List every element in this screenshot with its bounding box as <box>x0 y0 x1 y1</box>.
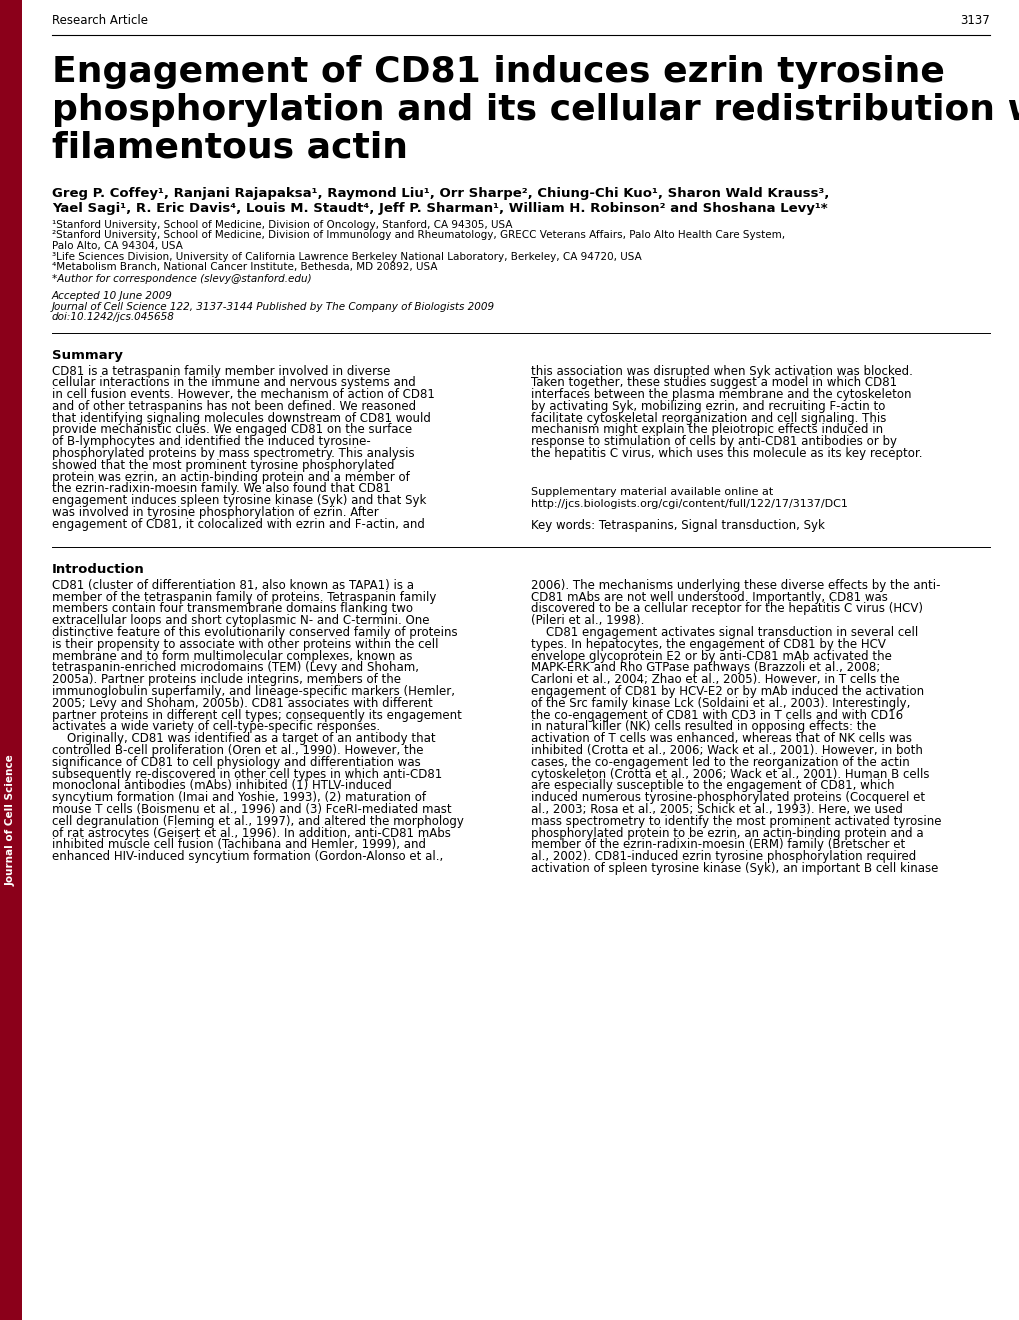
Text: enhanced HIV-induced syncytium formation (Gordon-Alonso et al.,: enhanced HIV-induced syncytium formation… <box>52 850 443 863</box>
Text: activation of T cells was enhanced, whereas that of NK cells was: activation of T cells was enhanced, wher… <box>531 733 911 746</box>
Text: distinctive feature of this evolutionarily conserved family of proteins: distinctive feature of this evolutionari… <box>52 626 458 639</box>
Text: Originally, CD81 was identified as a target of an antibody that: Originally, CD81 was identified as a tar… <box>52 733 435 746</box>
Text: Carloni et al., 2004; Zhao et al., 2005). However, in T cells the: Carloni et al., 2004; Zhao et al., 2005)… <box>531 673 899 686</box>
Text: significance of CD81 to cell physiology and differentiation was: significance of CD81 to cell physiology … <box>52 756 421 768</box>
Text: controlled B-cell proliferation (Oren et al., 1990). However, the: controlled B-cell proliferation (Oren et… <box>52 744 423 758</box>
Text: Journal of Cell Science 122, 3137-3144 Published by The Company of Biologists 20: Journal of Cell Science 122, 3137-3144 P… <box>52 301 494 312</box>
Text: the ezrin-radixin-moesin family. We also found that CD81: the ezrin-radixin-moesin family. We also… <box>52 483 390 495</box>
Text: membrane and to form multimolecular complexes, known as: membrane and to form multimolecular comp… <box>52 649 412 663</box>
Text: phosphorylated protein to be ezrin, an actin-binding protein and a: phosphorylated protein to be ezrin, an a… <box>531 826 923 840</box>
Text: tetraspanin-enriched microdomains (TEM) (Levy and Shoham,: tetraspanin-enriched microdomains (TEM) … <box>52 661 419 675</box>
Text: 2005; Levy and Shoham, 2005b). CD81 associates with different: 2005; Levy and Shoham, 2005b). CD81 asso… <box>52 697 432 710</box>
Text: Accepted 10 June 2009: Accepted 10 June 2009 <box>52 290 172 301</box>
Text: mechanism might explain the pleiotropic effects induced in: mechanism might explain the pleiotropic … <box>531 424 882 437</box>
Text: of the Src family kinase Lck (Soldaini et al., 2003). Interestingly,: of the Src family kinase Lck (Soldaini e… <box>531 697 910 710</box>
Text: Taken together, these studies suggest a model in which CD81: Taken together, these studies suggest a … <box>531 376 897 389</box>
Bar <box>0 0 22 1320</box>
Text: CD81 mAbs are not well understood. Importantly, CD81 was: CD81 mAbs are not well understood. Impor… <box>531 590 887 603</box>
Text: subsequently re-discovered in other cell types in which anti-CD81: subsequently re-discovered in other cell… <box>52 768 442 780</box>
Text: this association was disrupted when Syk activation was blocked.: this association was disrupted when Syk … <box>531 364 912 378</box>
Text: phosphorylation and its cellular redistribution with: phosphorylation and its cellular redistr… <box>52 92 1019 127</box>
Text: CD81 (cluster of differentiation 81, also known as TAPA1) is a: CD81 (cluster of differentiation 81, als… <box>52 579 414 591</box>
Text: activation of spleen tyrosine kinase (Syk), an important B cell kinase: activation of spleen tyrosine kinase (Sy… <box>531 862 937 875</box>
Text: provide mechanistic clues. We engaged CD81 on the surface: provide mechanistic clues. We engaged CD… <box>52 424 412 437</box>
Text: Yael Sagi¹, R. Eric Davis⁴, Louis M. Staudt⁴, Jeff P. Sharman¹, William H. Robin: Yael Sagi¹, R. Eric Davis⁴, Louis M. Sta… <box>52 202 826 215</box>
Text: was involved in tyrosine phosphorylation of ezrin. After: was involved in tyrosine phosphorylation… <box>52 506 378 519</box>
Text: Engagement of CD81 induces ezrin tyrosine: Engagement of CD81 induces ezrin tyrosin… <box>52 55 944 88</box>
Text: 2006). The mechanisms underlying these diverse effects by the anti-: 2006). The mechanisms underlying these d… <box>531 579 940 591</box>
Text: mouse T cells (Boismenu et al., 1996) and (3) FceRI-mediated mast: mouse T cells (Boismenu et al., 1996) an… <box>52 803 451 816</box>
Text: MAPK-ERK and Rho GTPase pathways (Brazzoli et al., 2008;: MAPK-ERK and Rho GTPase pathways (Brazzo… <box>531 661 879 675</box>
Text: inhibited muscle cell fusion (Tachibana and Hemler, 1999), and: inhibited muscle cell fusion (Tachibana … <box>52 838 426 851</box>
Text: types. In hepatocytes, the engagement of CD81 by the HCV: types. In hepatocytes, the engagement of… <box>531 638 886 651</box>
Text: CD81 engagement activates signal transduction in several cell: CD81 engagement activates signal transdu… <box>531 626 917 639</box>
Text: partner proteins in different cell types; consequently its engagement: partner proteins in different cell types… <box>52 709 462 722</box>
Text: that identifying signaling molecules downstream of CD81 would: that identifying signaling molecules dow… <box>52 412 430 425</box>
Text: showed that the most prominent tyrosine phosphorylated: showed that the most prominent tyrosine … <box>52 459 394 471</box>
Text: induced numerous tyrosine-phosphorylated proteins (Cocquerel et: induced numerous tyrosine-phosphorylated… <box>531 791 924 804</box>
Text: discovered to be a cellular receptor for the hepatitis C virus (HCV): discovered to be a cellular receptor for… <box>531 602 922 615</box>
Text: extracellular loops and short cytoplasmic N- and C-termini. One: extracellular loops and short cytoplasmi… <box>52 614 429 627</box>
Text: doi:10.1242/jcs.045658: doi:10.1242/jcs.045658 <box>52 312 174 322</box>
Text: of B-lymphocytes and identified the induced tyrosine-: of B-lymphocytes and identified the indu… <box>52 436 370 449</box>
Text: syncytium formation (Imai and Yoshie, 1993), (2) maturation of: syncytium formation (Imai and Yoshie, 19… <box>52 791 426 804</box>
Text: of rat astrocytes (Geisert et al., 1996). In addition, anti-CD81 mAbs: of rat astrocytes (Geisert et al., 1996)… <box>52 826 450 840</box>
Text: Research Article: Research Article <box>52 15 148 26</box>
Text: member of the tetraspanin family of proteins. Tetraspanin family: member of the tetraspanin family of prot… <box>52 590 436 603</box>
Text: Supplementary material available online at: Supplementary material available online … <box>531 487 772 496</box>
Text: cell degranulation (Fleming et al., 1997), and altered the morphology: cell degranulation (Fleming et al., 1997… <box>52 814 464 828</box>
Text: and of other tetraspanins has not been defined. We reasoned: and of other tetraspanins has not been d… <box>52 400 416 413</box>
Text: ¹Stanford University, School of Medicine, Division of Oncology, Stanford, CA 943: ¹Stanford University, School of Medicine… <box>52 220 512 230</box>
Text: engagement of CD81, it colocalized with ezrin and F-actin, and: engagement of CD81, it colocalized with … <box>52 517 425 531</box>
Text: (Pileri et al., 1998).: (Pileri et al., 1998). <box>531 614 644 627</box>
Text: protein was ezrin, an actin-binding protein and a member of: protein was ezrin, an actin-binding prot… <box>52 471 410 483</box>
Text: envelope glycoprotein E2 or by anti-CD81 mAb activated the: envelope glycoprotein E2 or by anti-CD81… <box>531 649 891 663</box>
Text: inhibited (Crotta et al., 2006; Wack et al., 2001). However, in both: inhibited (Crotta et al., 2006; Wack et … <box>531 744 922 758</box>
Text: monoclonal antibodies (mAbs) inhibited (1) HTLV-induced: monoclonal antibodies (mAbs) inhibited (… <box>52 780 391 792</box>
Text: engagement of CD81 by HCV-E2 or by mAb induced the activation: engagement of CD81 by HCV-E2 or by mAb i… <box>531 685 923 698</box>
Text: member of the ezrin-radixin-moesin (ERM) family (Bretscher et: member of the ezrin-radixin-moesin (ERM)… <box>531 838 905 851</box>
Text: engagement induces spleen tyrosine kinase (Syk) and that Syk: engagement induces spleen tyrosine kinas… <box>52 494 426 507</box>
Text: ²Stanford University, School of Medicine, Division of Immunology and Rheumatolog: ²Stanford University, School of Medicine… <box>52 231 785 240</box>
Text: are especially susceptible to the engagement of CD81, which: are especially susceptible to the engage… <box>531 780 894 792</box>
Text: activates a wide variety of cell-type-specific responses.: activates a wide variety of cell-type-sp… <box>52 721 380 734</box>
Text: al., 2002). CD81-induced ezrin tyrosine phosphorylation required: al., 2002). CD81-induced ezrin tyrosine … <box>531 850 915 863</box>
Text: al., 2003; Rosa et al., 2005; Schick et al., 1993). Here, we used: al., 2003; Rosa et al., 2005; Schick et … <box>531 803 902 816</box>
Text: Palo Alto, CA 94304, USA: Palo Alto, CA 94304, USA <box>52 242 182 251</box>
Text: cases, the co-engagement led to the reorganization of the actin: cases, the co-engagement led to the reor… <box>531 756 909 768</box>
Text: 3137: 3137 <box>959 15 989 26</box>
Text: phosphorylated proteins by mass spectrometry. This analysis: phosphorylated proteins by mass spectrom… <box>52 447 414 461</box>
Text: response to stimulation of cells by anti-CD81 antibodies or by: response to stimulation of cells by anti… <box>531 436 896 449</box>
Text: cellular interactions in the immune and nervous systems and: cellular interactions in the immune and … <box>52 376 416 389</box>
Text: in cell fusion events. However, the mechanism of action of CD81: in cell fusion events. However, the mech… <box>52 388 434 401</box>
Text: in natural killer (NK) cells resulted in opposing effects: the: in natural killer (NK) cells resulted in… <box>531 721 875 734</box>
Text: ³Life Sciences Division, University of California Lawrence Berkeley National Lab: ³Life Sciences Division, University of C… <box>52 252 641 261</box>
Text: Summary: Summary <box>52 348 122 362</box>
Text: the co-engagement of CD81 with CD3 in T cells and with CD16: the co-engagement of CD81 with CD3 in T … <box>531 709 902 722</box>
Text: members contain four transmembrane domains flanking two: members contain four transmembrane domai… <box>52 602 413 615</box>
Text: CD81 is a tetraspanin family member involved in diverse: CD81 is a tetraspanin family member invo… <box>52 364 390 378</box>
Text: filamentous actin: filamentous actin <box>52 131 408 165</box>
Text: Greg P. Coffey¹, Ranjani Rajapaksa¹, Raymond Liu¹, Orr Sharpe², Chiung-Chi Kuo¹,: Greg P. Coffey¹, Ranjani Rajapaksa¹, Ray… <box>52 187 828 201</box>
Text: Key words: Tetraspanins, Signal transduction, Syk: Key words: Tetraspanins, Signal transduc… <box>531 519 824 532</box>
Text: by activating Syk, mobilizing ezrin, and recruiting F-actin to: by activating Syk, mobilizing ezrin, and… <box>531 400 884 413</box>
Text: ⁴Metabolism Branch, National Cancer Institute, Bethesda, MD 20892, USA: ⁴Metabolism Branch, National Cancer Inst… <box>52 261 437 272</box>
Text: mass spectrometry to identify the most prominent activated tyrosine: mass spectrometry to identify the most p… <box>531 814 941 828</box>
Text: Introduction: Introduction <box>52 562 145 576</box>
Text: facilitate cytoskeletal reorganization and cell signaling. This: facilitate cytoskeletal reorganization a… <box>531 412 886 425</box>
Text: 2005a). Partner proteins include integrins, members of the: 2005a). Partner proteins include integri… <box>52 673 400 686</box>
Text: http://jcs.biologists.org/cgi/content/full/122/17/3137/DC1: http://jcs.biologists.org/cgi/content/fu… <box>531 499 847 510</box>
Text: cytoskeleton (Crotta et al., 2006; Wack et al., 2001). Human B cells: cytoskeleton (Crotta et al., 2006; Wack … <box>531 768 928 780</box>
Text: immunoglobulin superfamily, and lineage-specific markers (Hemler,: immunoglobulin superfamily, and lineage-… <box>52 685 454 698</box>
Text: *Author for correspondence (slevy@stanford.edu): *Author for correspondence (slevy@stanfo… <box>52 275 312 285</box>
Text: the hepatitis C virus, which uses this molecule as its key receptor.: the hepatitis C virus, which uses this m… <box>531 447 921 461</box>
Text: interfaces between the plasma membrane and the cytoskeleton: interfaces between the plasma membrane a… <box>531 388 911 401</box>
Text: Journal of Cell Science: Journal of Cell Science <box>6 754 16 886</box>
Text: is their propensity to associate with other proteins within the cell: is their propensity to associate with ot… <box>52 638 438 651</box>
